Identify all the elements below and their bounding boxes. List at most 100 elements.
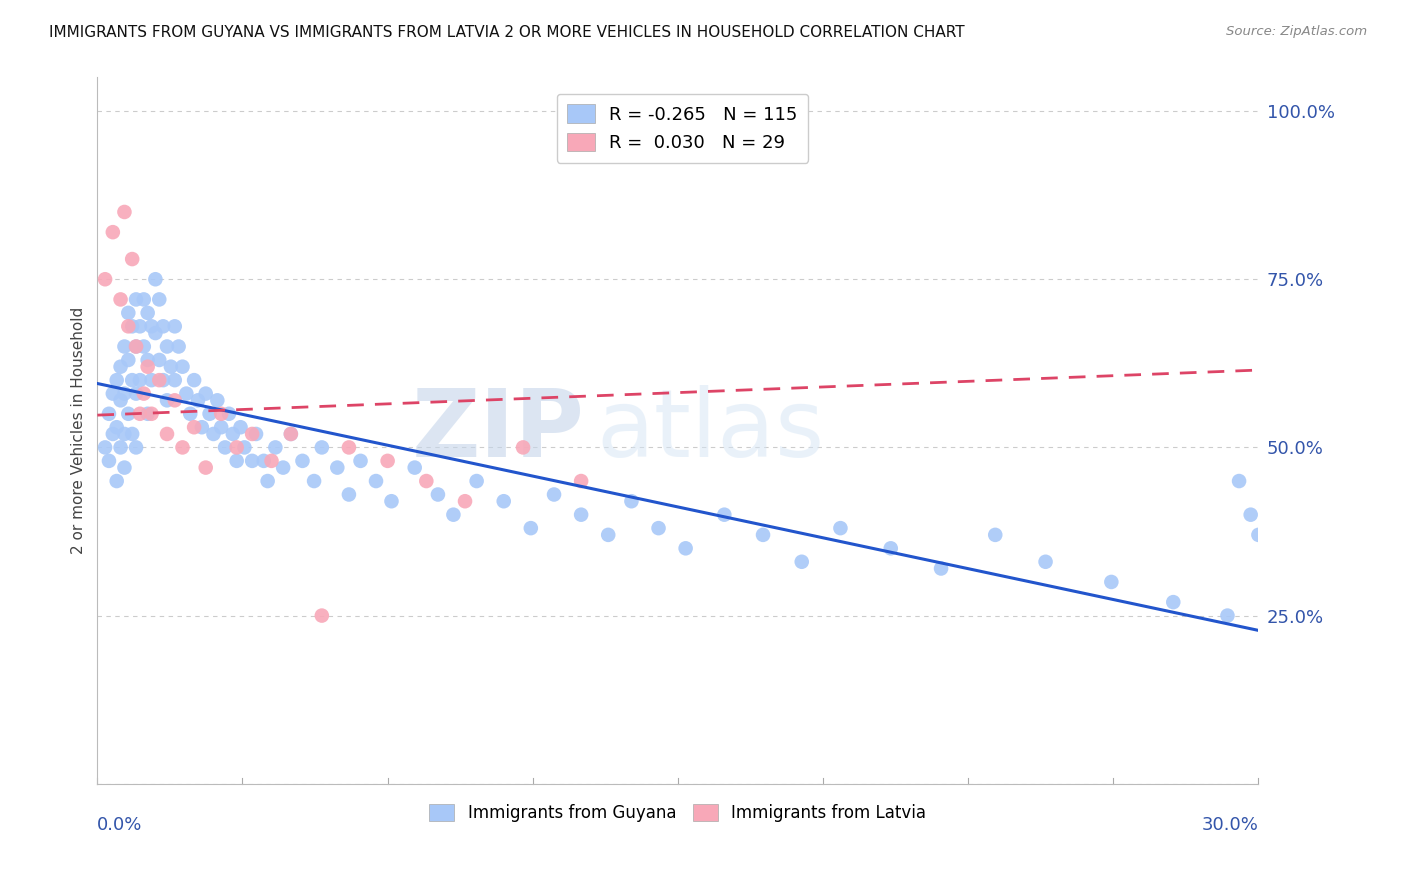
Point bbox=[337, 441, 360, 455]
Point bbox=[121, 319, 143, 334]
Point bbox=[156, 427, 179, 442]
Point bbox=[225, 441, 247, 455]
Point bbox=[1161, 595, 1184, 609]
Point bbox=[136, 359, 159, 374]
Point bbox=[229, 420, 252, 434]
Point bbox=[97, 407, 120, 421]
Point bbox=[160, 359, 183, 374]
Point bbox=[145, 326, 167, 340]
Point bbox=[156, 393, 179, 408]
Text: 0.0%: 0.0% bbox=[97, 815, 143, 834]
Point bbox=[187, 393, 209, 408]
Point bbox=[1344, 690, 1367, 704]
Point bbox=[194, 460, 217, 475]
Point bbox=[121, 427, 143, 442]
Point bbox=[132, 293, 155, 307]
Point bbox=[125, 441, 148, 455]
Point bbox=[1247, 528, 1270, 542]
Point bbox=[125, 339, 148, 353]
Point bbox=[1267, 574, 1289, 589]
Point bbox=[492, 494, 515, 508]
Point bbox=[101, 386, 124, 401]
Point bbox=[349, 454, 371, 468]
Point bbox=[1278, 595, 1301, 609]
Text: ZIP: ZIP bbox=[412, 384, 585, 476]
Point bbox=[1286, 608, 1309, 623]
Point bbox=[1035, 555, 1057, 569]
Point bbox=[110, 441, 132, 455]
Point bbox=[441, 508, 464, 522]
Point bbox=[209, 420, 232, 434]
Point bbox=[1317, 642, 1340, 657]
Point bbox=[114, 460, 136, 475]
Point bbox=[114, 427, 136, 442]
Point bbox=[156, 339, 179, 353]
Point bbox=[117, 353, 139, 368]
Point bbox=[94, 272, 117, 286]
Point bbox=[121, 252, 143, 266]
Point bbox=[1256, 555, 1278, 569]
Point bbox=[209, 407, 232, 421]
Point bbox=[1324, 656, 1347, 670]
Point bbox=[141, 319, 163, 334]
Point bbox=[280, 427, 302, 442]
Point bbox=[136, 306, 159, 320]
Point bbox=[337, 487, 360, 501]
Point bbox=[291, 454, 314, 468]
Point bbox=[620, 494, 643, 508]
Point bbox=[125, 386, 148, 401]
Point bbox=[311, 441, 333, 455]
Point bbox=[117, 319, 139, 334]
Point bbox=[202, 427, 225, 442]
Point bbox=[105, 420, 128, 434]
Point bbox=[163, 319, 186, 334]
Point bbox=[984, 528, 1007, 542]
Point bbox=[152, 319, 174, 334]
Point bbox=[1099, 574, 1122, 589]
Point bbox=[280, 427, 302, 442]
Point bbox=[1364, 709, 1386, 723]
Point bbox=[172, 359, 194, 374]
Point bbox=[94, 441, 117, 455]
Point bbox=[152, 373, 174, 387]
Text: 30.0%: 30.0% bbox=[1202, 815, 1258, 834]
Point bbox=[105, 373, 128, 387]
Point bbox=[1227, 474, 1250, 488]
Point bbox=[97, 454, 120, 468]
Point bbox=[110, 393, 132, 408]
Text: Source: ZipAtlas.com: Source: ZipAtlas.com bbox=[1226, 25, 1367, 38]
Point bbox=[167, 339, 190, 353]
Point bbox=[114, 205, 136, 219]
Point bbox=[121, 373, 143, 387]
Point bbox=[125, 339, 148, 353]
Point bbox=[1240, 508, 1263, 522]
Point bbox=[380, 494, 402, 508]
Point bbox=[598, 528, 620, 542]
Point bbox=[129, 373, 152, 387]
Point bbox=[198, 407, 221, 421]
Point bbox=[271, 460, 294, 475]
Point bbox=[240, 454, 263, 468]
Point bbox=[207, 393, 229, 408]
Point bbox=[145, 272, 167, 286]
Point bbox=[183, 420, 205, 434]
Point bbox=[191, 420, 214, 434]
Point bbox=[163, 373, 186, 387]
Point bbox=[141, 373, 163, 387]
Point bbox=[194, 386, 217, 401]
Point bbox=[1333, 676, 1355, 690]
Point bbox=[253, 454, 276, 468]
Point bbox=[136, 407, 159, 421]
Point bbox=[110, 293, 132, 307]
Point bbox=[880, 541, 903, 556]
Point bbox=[264, 441, 287, 455]
Point bbox=[302, 474, 325, 488]
Point bbox=[183, 373, 205, 387]
Point bbox=[830, 521, 852, 535]
Point bbox=[512, 441, 534, 455]
Point bbox=[752, 528, 775, 542]
Text: IMMIGRANTS FROM GUYANA VS IMMIGRANTS FROM LATVIA 2 OR MORE VEHICLES IN HOUSEHOLD: IMMIGRANTS FROM GUYANA VS IMMIGRANTS FRO… bbox=[49, 25, 965, 40]
Point bbox=[114, 339, 136, 353]
Point bbox=[1305, 629, 1327, 643]
Point bbox=[132, 386, 155, 401]
